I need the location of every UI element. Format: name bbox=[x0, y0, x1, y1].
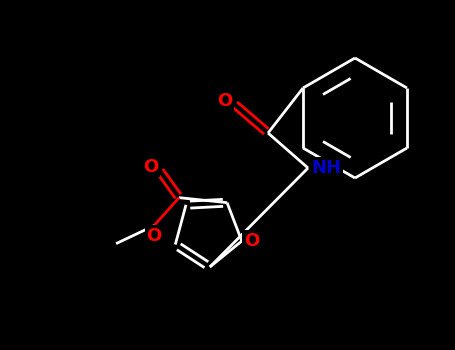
Text: NH: NH bbox=[311, 159, 341, 177]
Text: O: O bbox=[244, 232, 259, 250]
Text: O: O bbox=[143, 158, 159, 176]
Text: O: O bbox=[147, 227, 162, 245]
Text: O: O bbox=[217, 92, 233, 110]
